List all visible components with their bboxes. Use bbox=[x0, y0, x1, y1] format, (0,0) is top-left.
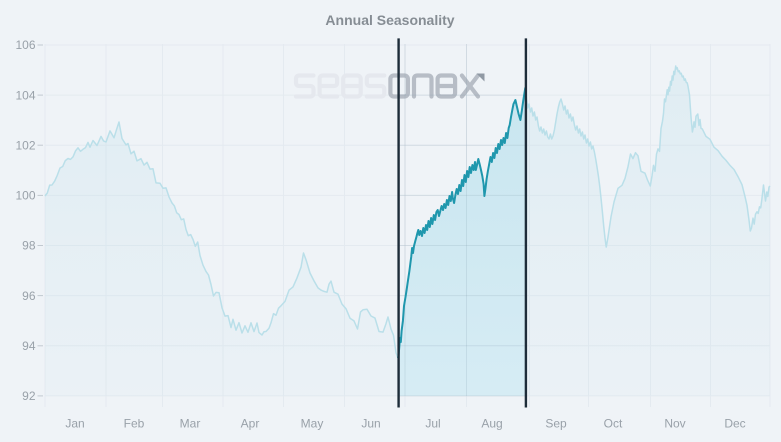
svg-text:102: 102 bbox=[15, 138, 35, 152]
svg-text:104: 104 bbox=[15, 88, 35, 102]
svg-text:Annual Seasonality: Annual Seasonality bbox=[325, 12, 454, 28]
svg-text:94: 94 bbox=[22, 339, 36, 353]
svg-text:106: 106 bbox=[15, 38, 35, 52]
svg-text:Aug: Aug bbox=[481, 417, 502, 431]
svg-text:Nov: Nov bbox=[664, 417, 685, 431]
svg-text:96: 96 bbox=[22, 289, 36, 303]
svg-text:Oct: Oct bbox=[604, 417, 623, 431]
svg-text:Jun: Jun bbox=[361, 417, 380, 431]
svg-text:100: 100 bbox=[15, 189, 35, 203]
svg-text:May: May bbox=[301, 417, 324, 431]
svg-text:Jan: Jan bbox=[65, 417, 84, 431]
svg-text:Apr: Apr bbox=[241, 417, 260, 431]
svg-text:Jul: Jul bbox=[425, 417, 440, 431]
svg-text:Mar: Mar bbox=[180, 417, 201, 431]
svg-text:98: 98 bbox=[22, 239, 36, 253]
svg-text:Sep: Sep bbox=[545, 417, 567, 431]
svg-text:Dec: Dec bbox=[724, 417, 745, 431]
svg-text:Feb: Feb bbox=[124, 417, 145, 431]
svg-text:92: 92 bbox=[22, 389, 36, 403]
